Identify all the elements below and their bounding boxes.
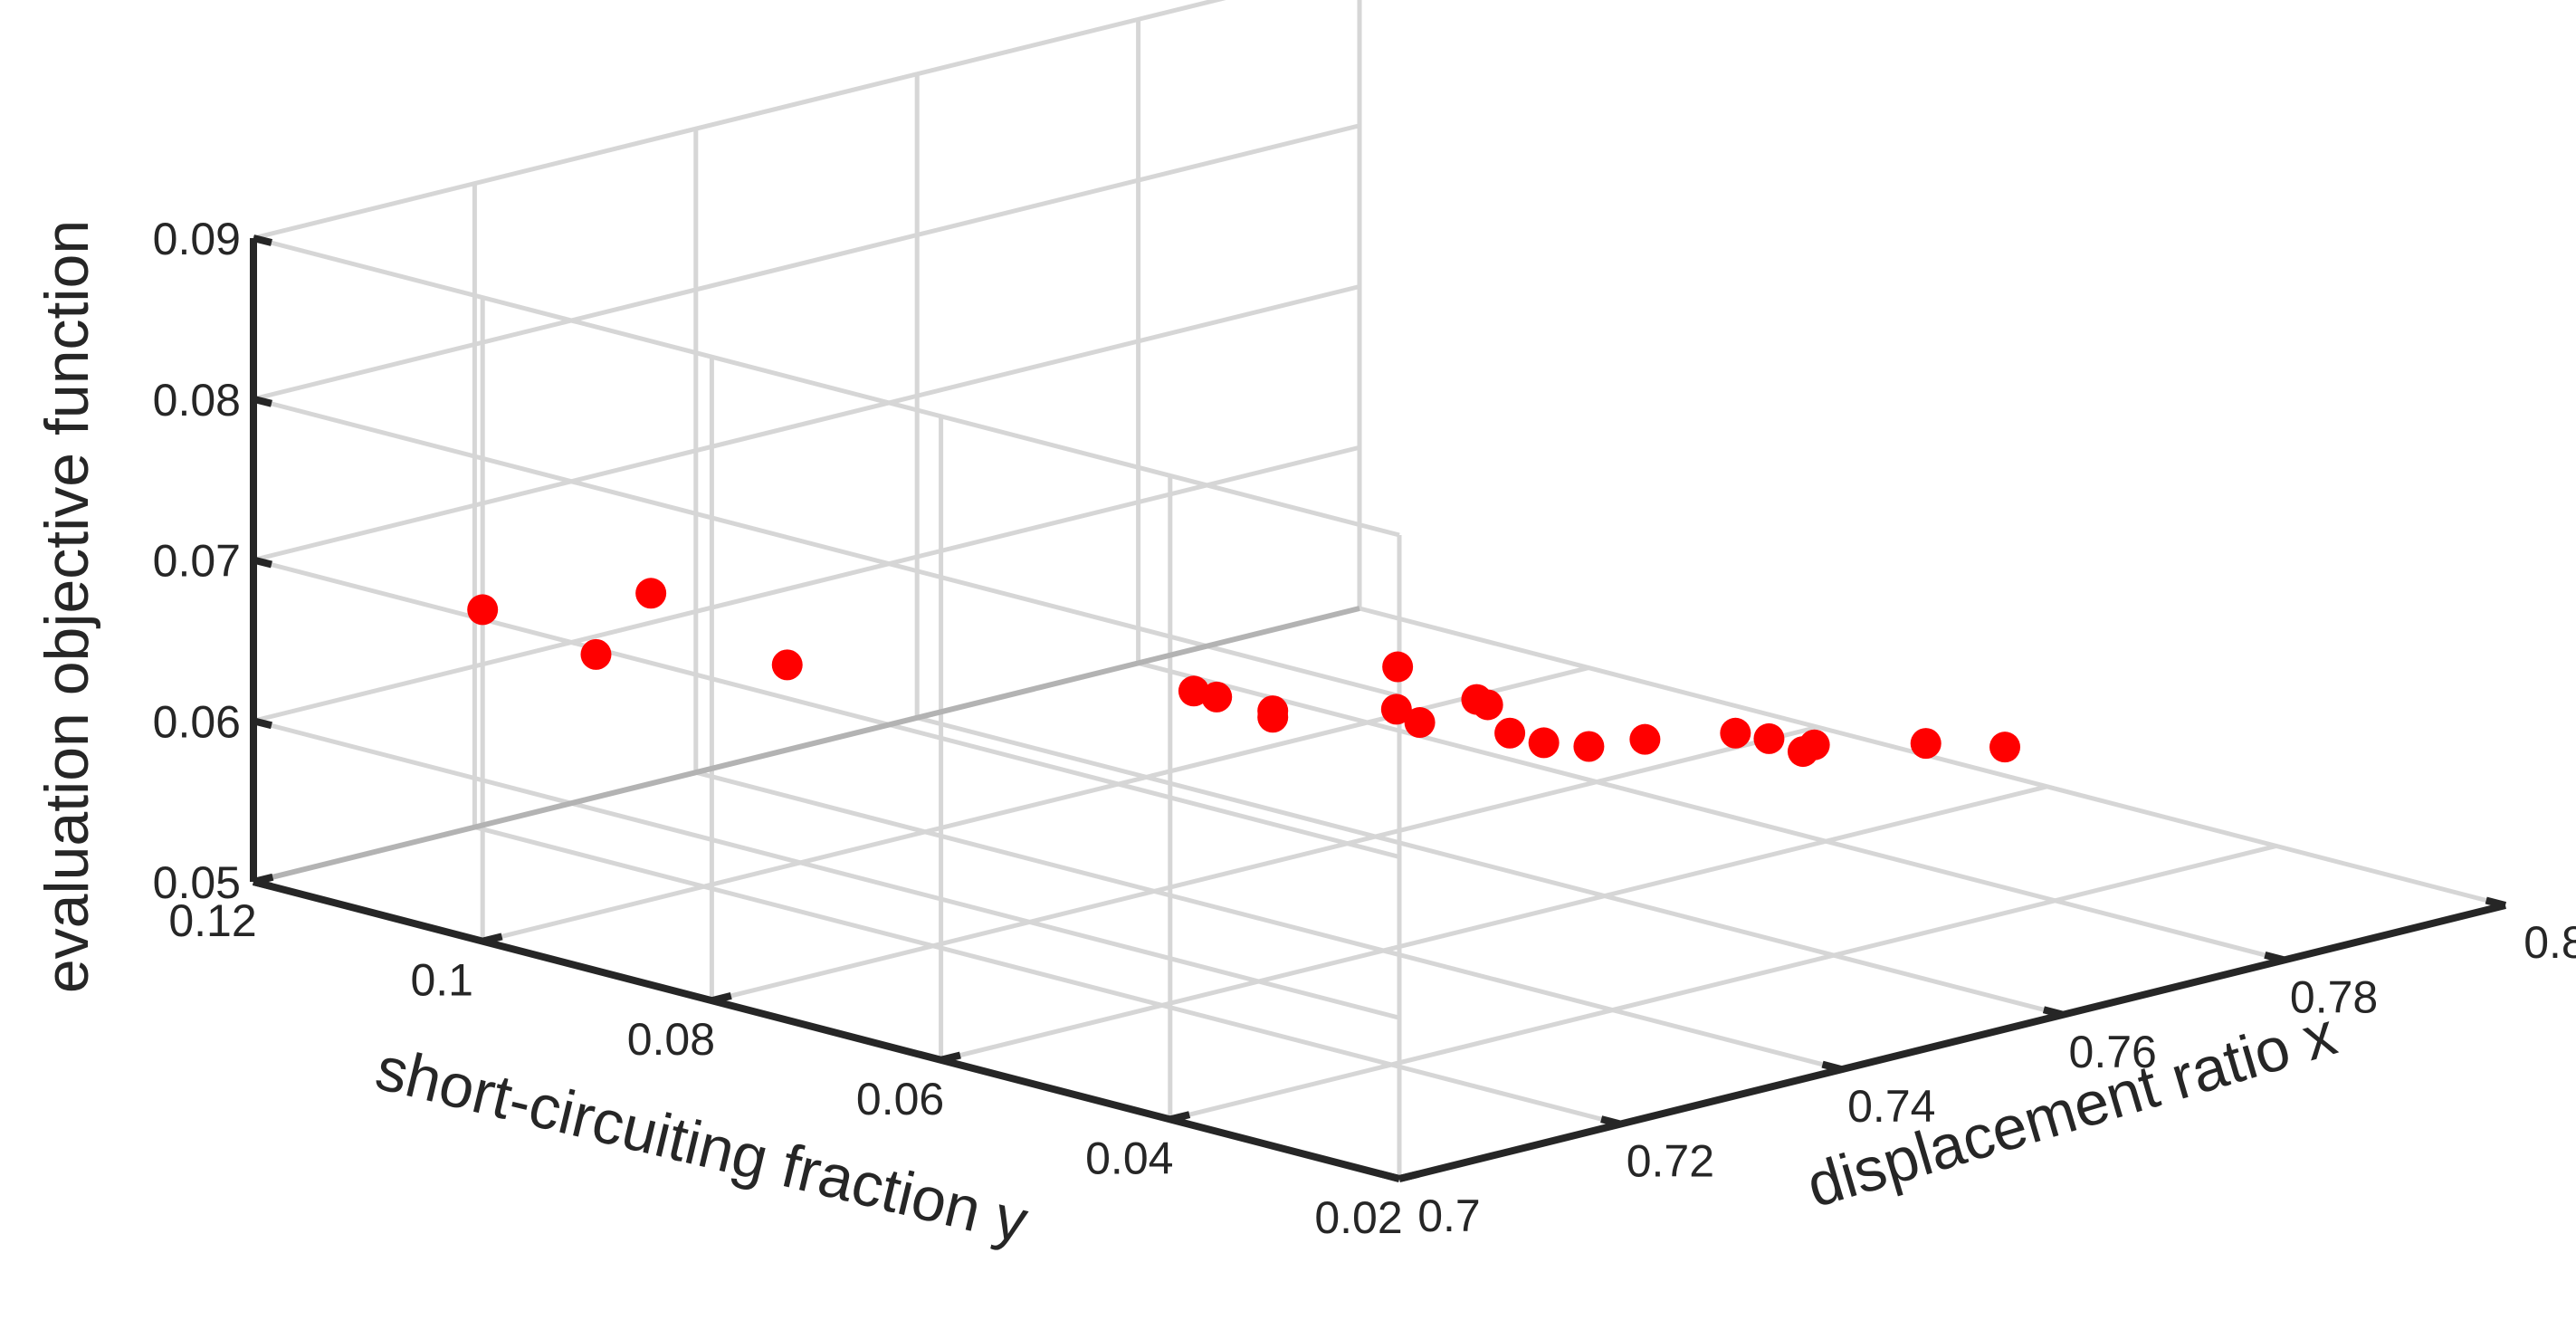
x-tick-label: 0.78 [2290, 971, 2378, 1022]
y-axis-title: short-circuiting fraction y [369, 1034, 1034, 1257]
data-point [1494, 717, 1526, 749]
data-point [771, 649, 803, 681]
right-wall-grid-line [253, 123, 1360, 402]
right-wall-grid-line [253, 445, 1360, 723]
z-tick-label: 0.07 [153, 536, 241, 587]
data-point [1989, 732, 2021, 763]
floor-grid-line [940, 784, 2048, 1063]
left-wall-grid-line [253, 397, 1400, 699]
y-tick-label: 0.12 [168, 895, 256, 946]
x-axis-line [1398, 902, 2506, 1182]
data-point [635, 578, 667, 609]
left-wall-grid-line [253, 558, 1400, 859]
data-point [1573, 731, 1605, 762]
z-tick-label: 0.05 [153, 857, 241, 908]
x-tick [2042, 1006, 2065, 1019]
data-point [1380, 693, 1412, 725]
y-tick [940, 1051, 961, 1064]
x-tick-label: 0.74 [1847, 1081, 1935, 1132]
z-tick-label: 0.08 [153, 375, 241, 426]
floor-grid-line [916, 715, 2064, 1018]
x-tick [2264, 952, 2285, 964]
z-tick [253, 234, 272, 246]
data-point [1910, 728, 1942, 760]
axes [250, 234, 2507, 1182]
y-tick [711, 992, 732, 1005]
floor-grid-line [1137, 660, 2285, 962]
data-point [467, 594, 499, 626]
y-tick [482, 933, 503, 945]
z-tick [253, 717, 272, 730]
y-tick-label: 0.08 [627, 1014, 715, 1065]
y-tick-label: 0.06 [856, 1074, 944, 1124]
y-tick-label: 0.04 [1085, 1133, 1173, 1183]
data-point [1382, 651, 1414, 683]
data-point [1472, 689, 1503, 721]
x-tick-label: 0.7 [1417, 1191, 1481, 1241]
left-wall-grid-line [253, 235, 1400, 538]
left-wall-grid-line [253, 718, 1400, 1020]
x-tick [1379, 1170, 1401, 1182]
floor-grid-line [1169, 843, 2277, 1122]
data-point [1528, 727, 1560, 759]
x-tick-label: 0.8 [2524, 917, 2576, 968]
data-point [1753, 722, 1785, 754]
data-point [1257, 702, 1289, 733]
z-tick-label: 0.09 [153, 214, 241, 264]
z-tick-label: 0.06 [153, 696, 241, 747]
data-points [467, 578, 2021, 768]
data-point [1720, 717, 1751, 749]
data-point [1404, 707, 1436, 739]
y-tick [1398, 1170, 1420, 1182]
tick-labels: 0.7 0.72 0.74 0.76 0.78 0.8 0.02 0.04 0.06 0.08 0.… [153, 214, 2576, 1243]
right-wall-grid-line [253, 0, 1226, 241]
floor-grid-line [711, 724, 1818, 1003]
floor-grid-line [473, 825, 1622, 1127]
grid [251, 0, 2506, 1181]
x-tick [2485, 896, 2507, 909]
data-point [580, 638, 612, 670]
y-tick [1169, 1111, 1191, 1124]
x-tick-label: 0.72 [1627, 1136, 1714, 1187]
z-tick [253, 878, 272, 890]
right-wall-grid-line [253, 284, 1360, 562]
y-axis-line [252, 878, 1401, 1182]
x-tick-label: 0.76 [2069, 1027, 2157, 1077]
z-axis-title: evaluation objective function [33, 220, 101, 993]
y-tick-label: 0.02 [1314, 1192, 1402, 1243]
back-floor-edge [253, 606, 1360, 885]
z-tick [253, 395, 272, 407]
floor-grid-line [695, 770, 1843, 1072]
y-tick-label: 0.1 [410, 955, 473, 1006]
z-tick [253, 556, 272, 569]
x-tick [1821, 1060, 1843, 1074]
data-point [1629, 723, 1661, 755]
data-point [1798, 729, 1830, 760]
data-point [1201, 681, 1233, 713]
x-tick [1600, 1115, 1622, 1128]
